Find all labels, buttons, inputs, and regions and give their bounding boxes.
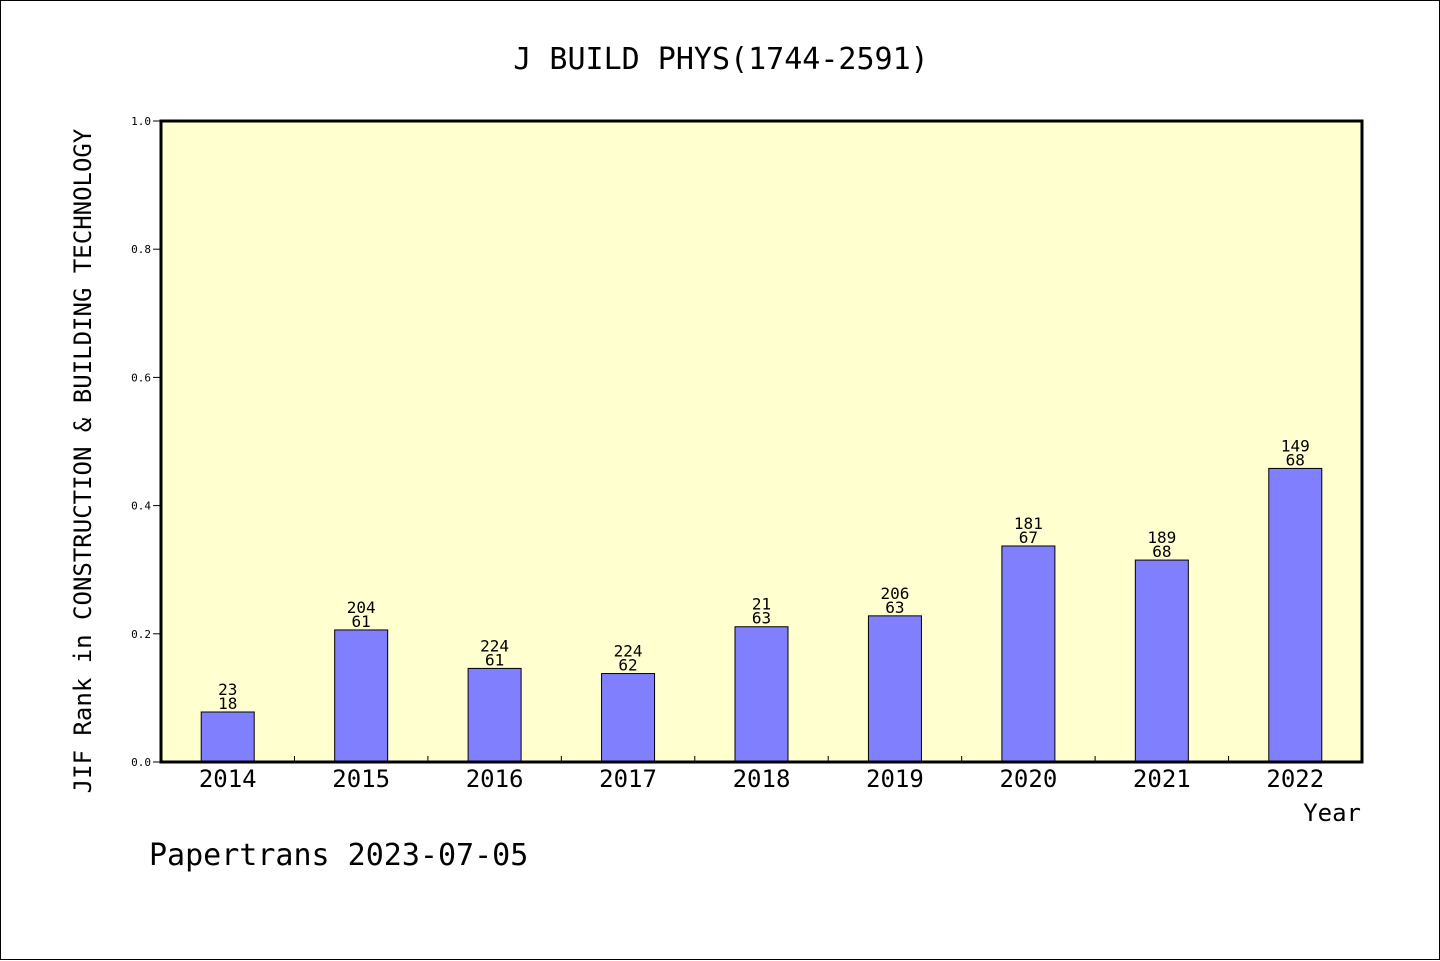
plot-border — [159, 119, 1364, 764]
bar-label-top: 189 — [1147, 528, 1176, 547]
bar-2017 — [601, 673, 656, 763]
bar-label-top: 23 — [218, 680, 237, 699]
bar-label-top: 224 — [614, 642, 643, 661]
bar-label-bottom: 68 — [1286, 450, 1305, 469]
bar-label-bottom: 61 — [485, 650, 504, 669]
bar-2019 — [867, 615, 922, 763]
x-tick-label: 2019 — [866, 765, 924, 793]
x-tick-label: 2016 — [466, 765, 524, 793]
bar-2021 — [1134, 559, 1189, 763]
bar-label-bottom: 62 — [618, 656, 637, 675]
bar-label-top: 206 — [880, 584, 909, 603]
bar-label-bottom: 18 — [218, 694, 237, 713]
x-axis-label: Year — [1303, 799, 1361, 827]
y-tick-label: 0.0 — [131, 756, 151, 769]
y-tick-label: 0.8 — [131, 243, 151, 256]
x-axis-labels: 2014 2015 2016 2017 2018 2019 2020 2021 2022 — [199, 765, 1324, 793]
x-tick-label: 2022 — [1266, 765, 1324, 793]
bar-label-bottom: 68 — [1152, 542, 1171, 561]
bar-label-top: 149 — [1281, 436, 1310, 455]
y-axis-label: JIF Rank in CONSTRUCTION & BUILDING TECH… — [69, 128, 97, 793]
chart-title: J BUILD PHYS(1744-2591) — [513, 42, 928, 77]
x-tick-label: 2017 — [599, 765, 657, 793]
y-tick-label: 0.6 — [131, 371, 151, 384]
bar-label-bottom: 67 — [1019, 528, 1038, 547]
bar-label-top: 224 — [480, 636, 509, 655]
y-axis: 0.0 0.2 0.4 0.6 0.8 1.0 — [131, 115, 161, 769]
x-tick-label: 2015 — [332, 765, 390, 793]
bar-2015 — [334, 629, 389, 763]
bar-label-top: 181 — [1014, 514, 1043, 533]
y-tick-label: 0.4 — [131, 500, 151, 513]
x-tick-label: 2021 — [1133, 765, 1191, 793]
x-tick-label: 2020 — [999, 765, 1057, 793]
bar-2022 — [1268, 467, 1323, 763]
bars — [200, 467, 1323, 763]
x-tick-label: 2018 — [733, 765, 791, 793]
y-tick-label: 1.0 — [131, 115, 151, 128]
bar-2014 — [200, 711, 255, 763]
bar-label-top: 204 — [347, 598, 376, 617]
bar-label-bottom: 61 — [352, 612, 371, 631]
x-tick-label: 2014 — [199, 765, 257, 793]
y-tick-label: 0.2 — [131, 628, 151, 641]
bar-2018 — [734, 626, 789, 763]
bar-label-top: 21 — [752, 595, 771, 614]
bar-label-bottom: 63 — [885, 598, 904, 617]
footer-credit: Papertrans 2023-07-05 — [149, 838, 528, 873]
bar-label-bottom: 63 — [752, 609, 771, 628]
bar-2020 — [1001, 545, 1056, 763]
bar-2016 — [467, 667, 522, 763]
